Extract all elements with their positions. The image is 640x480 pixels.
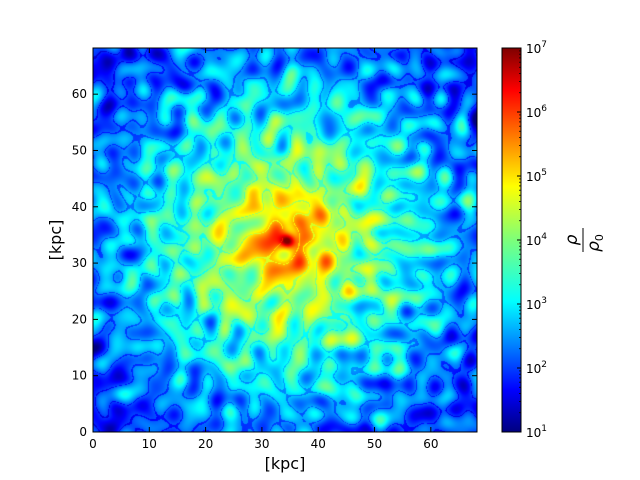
- x-axis-label: [kpc]: [265, 454, 306, 473]
- colorbar-tick-label: 101: [526, 424, 547, 440]
- x-tick-label: 10: [142, 437, 157, 451]
- y-axis-ticks: 0 10 20 30 40 50 60: [72, 87, 477, 439]
- y-tick-label: 10: [72, 369, 87, 383]
- colorbar-tick-label: 105: [526, 168, 547, 184]
- plot-frame: [92, 47, 478, 433]
- colorbar-tick-label: 103: [526, 296, 547, 312]
- colorbar: 101 102 103 104 105 106 107 ρ ρ0: [501, 40, 606, 440]
- colorbar-label-denominator: ρ0: [584, 234, 606, 252]
- colorbar-tick-label: 104: [526, 232, 547, 248]
- colorbar-label: ρ ρ0: [562, 228, 606, 252]
- colorbar-tick-label: 102: [526, 360, 547, 376]
- density-heatmap: [93, 48, 477, 432]
- colorbar-label-numerator: ρ: [562, 234, 582, 245]
- y-tick-label: 60: [72, 87, 87, 101]
- y-tick-label: 30: [72, 256, 87, 270]
- x-tick-label: 60: [423, 437, 438, 451]
- y-tick-label: 0: [79, 425, 87, 439]
- x-tick-label: 30: [254, 437, 269, 451]
- y-tick-label: 20: [72, 312, 87, 326]
- y-tick-label: 40: [72, 200, 87, 214]
- y-tick-label: 50: [72, 143, 87, 157]
- plot-area: [92, 47, 478, 433]
- colorbar-ticks: 101 102 103 104 105 106 107: [517, 40, 547, 440]
- colorbar-tick-label: 107: [526, 40, 547, 56]
- x-tick-label: 40: [311, 437, 326, 451]
- x-tick-label: 50: [367, 437, 382, 451]
- y-axis-label: [kpc]: [46, 220, 65, 261]
- x-tick-label: 20: [198, 437, 213, 451]
- x-tick-label: 0: [89, 437, 97, 451]
- colorbar-tick-label: 106: [526, 104, 547, 120]
- x-axis-ticks: 0 10 20 30 40 50 60: [89, 48, 438, 451]
